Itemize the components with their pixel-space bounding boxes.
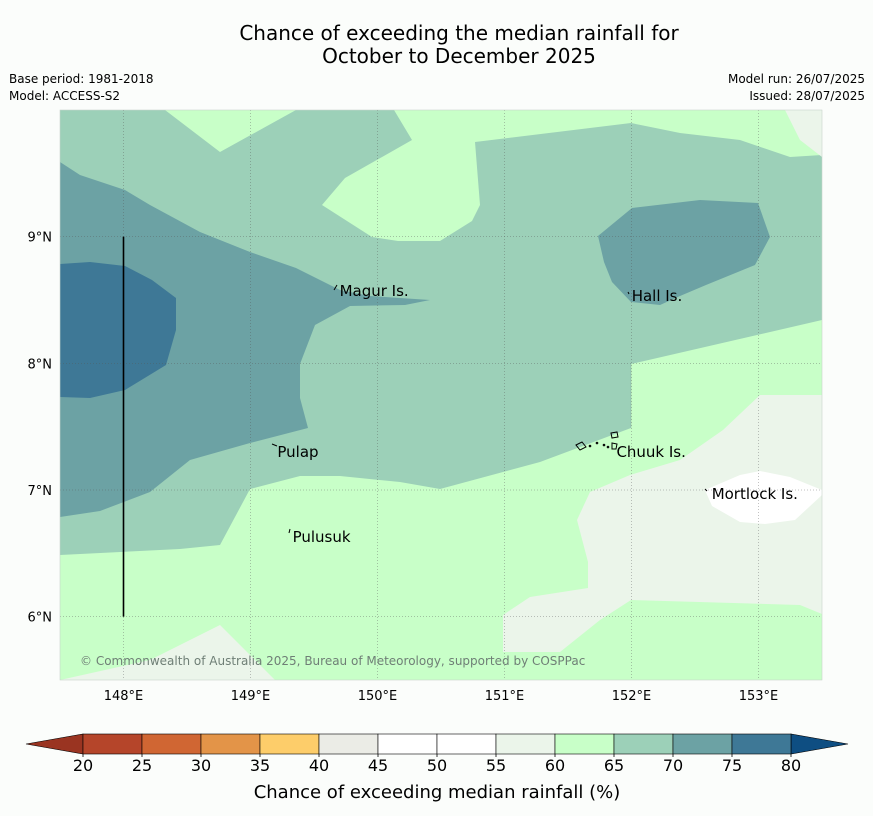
colorbar-segment — [377, 733, 438, 755]
latitude-tick-label: 6°N — [28, 611, 53, 626]
map-title: Chance of exceeding the median rainfall … — [0, 22, 873, 68]
map-frame — [59, 109, 823, 681]
colorbar: 20 25 30 35 40 45 50 55 60 65 70 75 80 — [25, 733, 849, 775]
meta-left: Base period: 1981-2018 Model: ACCESS-S2 — [9, 71, 154, 105]
mortlock-island-shape — [704, 488, 708, 492]
colorbar-label: Chance of exceeding median rainfall (%) — [254, 782, 621, 803]
contour-75-80 — [60, 262, 176, 398]
pulap-island-shape — [271, 443, 278, 447]
gridlines — [60, 110, 822, 680]
colorbar-segment — [554, 733, 615, 755]
colorbar-tick-label: 35 — [250, 756, 270, 775]
place-label: Hall Is. — [632, 287, 683, 305]
title-line-2: October to December 2025 — [322, 44, 596, 68]
contour-70-75-west — [60, 162, 430, 517]
colorbar-segment — [200, 733, 261, 755]
colorbar-tick-label: 20 — [73, 756, 93, 775]
colorbar-tick-label: 40 — [309, 756, 329, 775]
contour-55-60-ne — [785, 110, 822, 157]
colorbar-segment — [141, 733, 202, 755]
contour-55-60-se — [503, 395, 822, 652]
longitude-tick-label: 151°E — [485, 689, 525, 704]
pulusuk-island-shape — [288, 528, 291, 534]
colorbar-tick-label: 70 — [663, 756, 683, 775]
colorbar-segment — [259, 733, 320, 755]
copyright-note: © Commonwealth of Australia 2025, Bureau… — [80, 654, 585, 668]
colorbar-tick-label: 50 — [427, 756, 447, 775]
model-name: Model: ACCESS-S2 — [9, 89, 121, 103]
contour-layers — [60, 110, 822, 680]
latitude-tick-label: 8°N — [28, 357, 53, 372]
colorbar-tick-label: 55 — [486, 756, 506, 775]
longitude-tick-label: 150°E — [358, 689, 398, 704]
colorbar-tick-label: 80 — [781, 756, 801, 775]
contour-55-60-sw — [60, 625, 275, 680]
colorbar-tick-label: 45 — [368, 756, 388, 775]
contour-45-55 — [705, 471, 822, 524]
hall-island-shape — [627, 291, 630, 295]
latitude-ticks: 9°N 8°N 7°N 6°N — [28, 231, 53, 626]
colorbar-tick-label: 60 — [545, 756, 565, 775]
colorbar-segment — [318, 733, 379, 755]
colorbar-segment — [613, 733, 674, 755]
place-label: Magur Is. — [340, 282, 409, 300]
model-run: Model run: 26/07/2025 — [727, 72, 865, 86]
place-label: Mortlock Is. — [712, 485, 798, 503]
magur-island-shape — [333, 284, 338, 291]
colorbar-under-arrow — [25, 733, 84, 755]
place-label: Pulusuk — [293, 528, 351, 546]
longitude-tick-label: 149°E — [231, 689, 271, 704]
colorbar-segment — [82, 733, 143, 755]
colorbar-tick-label: 75 — [722, 756, 742, 775]
colorbar-tick-label: 30 — [191, 756, 211, 775]
colorbar-segment — [495, 733, 556, 755]
colorbar-tick-label: 65 — [604, 756, 624, 775]
longitude-tick-label: 152°E — [612, 689, 652, 704]
meta-right: Model run: 26/07/2025 Issued: 28/07/2025 — [728, 71, 865, 105]
longitude-ticks: 148°E 149°E 150°E 151°E 152°E 153°E — [104, 689, 779, 704]
longitude-tick-label: 148°E — [104, 689, 144, 704]
island-shapes — [271, 284, 708, 534]
issued-date: Issued: 28/07/2025 — [749, 89, 865, 103]
latitude-tick-label: 7°N — [28, 484, 53, 499]
longitude-tick-label: 153°E — [739, 689, 779, 704]
colorbar-over-arrow — [790, 733, 849, 755]
colorbar-tick-label: 25 — [132, 756, 152, 775]
colorbar-segment — [731, 733, 792, 755]
contour-70-75-east — [598, 200, 770, 305]
place-labels: Magur Is. Hall Is. Pulap Chuuk Is. Mortlock … — [277, 282, 798, 546]
chuuk-island-shapes — [575, 431, 619, 451]
title-line-1: Chance of exceeding the median rainfall … — [239, 21, 679, 45]
colorbar-segment — [436, 733, 497, 755]
base-period: Base period: 1981-2018 — [9, 72, 154, 86]
place-label: Pulap — [277, 443, 318, 461]
colorbar-segment — [672, 733, 733, 755]
latitude-tick-label: 9°N — [28, 231, 53, 246]
place-label: Chuuk Is. — [616, 443, 685, 461]
